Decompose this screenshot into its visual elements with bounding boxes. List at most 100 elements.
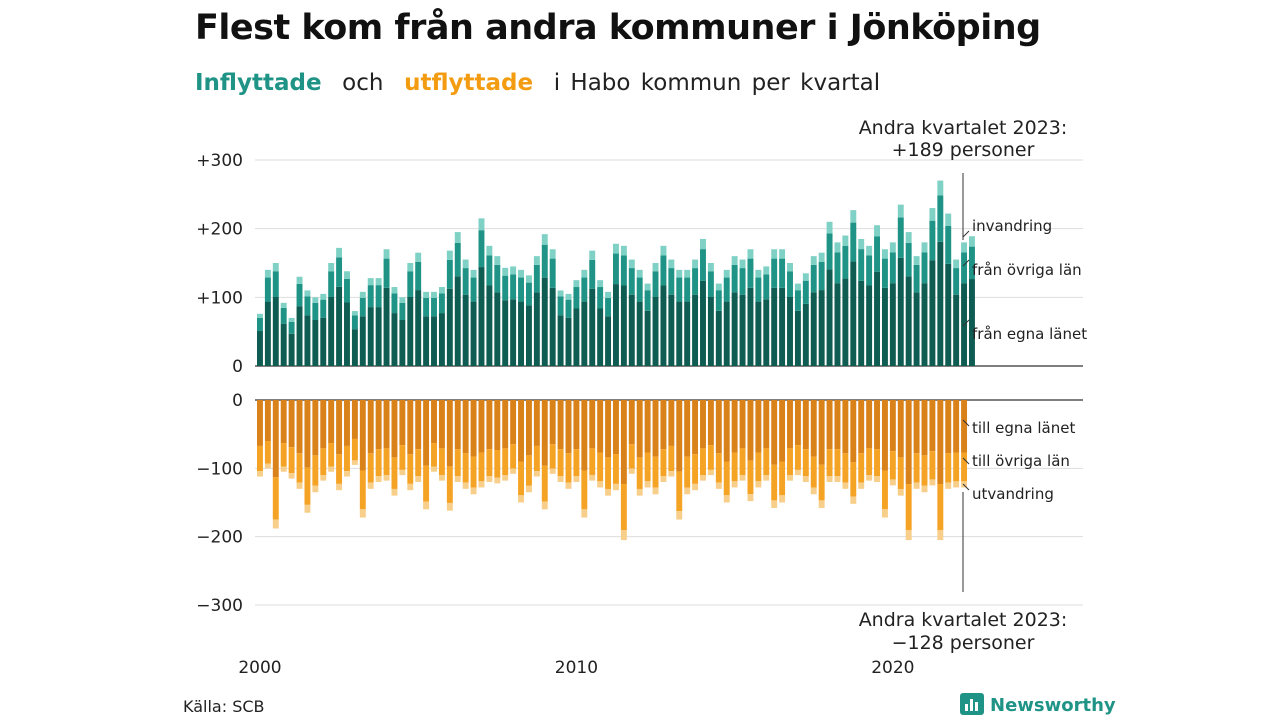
bar-in-immigration [842,235,849,246]
bar-in-own [905,276,912,366]
bar-in-own [438,313,445,366]
bar-in-immigration [589,250,596,260]
bar-in-own [842,278,849,366]
bar-out-emigration [454,476,461,482]
bar-out-emigration [438,474,445,481]
bar-in-other [866,255,873,286]
bar-in-own [399,319,406,366]
x-tick-label: 2010 [555,658,598,678]
bar-out-other [304,467,311,505]
bar-in-own [280,323,287,366]
bar-in-own [921,283,928,366]
bar-in-own [700,280,706,366]
bar-out-own [628,400,635,445]
bar-out-emigration [636,488,643,496]
bar-in-immigration [810,256,817,265]
bar-in-other [826,233,833,270]
bar-out-other [652,456,659,488]
bar-in-immigration [581,269,588,278]
bar-in-immigration [272,263,279,272]
bar-out-other [336,454,343,484]
bar-in-own [810,292,817,366]
bar-out-other [344,445,350,472]
bar-in-own [913,292,920,366]
bar-out-emigration [723,495,730,503]
bar-in-immigration [438,287,445,294]
bar-in-immigration [826,221,833,234]
bar-out-own [889,400,896,452]
bar-out-emigration [676,511,683,520]
bar-in-other [320,299,327,318]
bar-in-own [723,301,730,366]
y-tick-label: −100 [196,459,243,479]
bar-out-own [929,400,936,452]
bar-in-own [581,301,588,366]
bar-out-emigration [407,483,414,491]
bar-out-own [312,400,319,456]
y-tick-label: +200 [196,220,243,240]
bar-out-emigration [518,495,524,503]
bar-out-other [897,457,904,489]
bar-in-immigration [573,280,580,288]
bar-in-own [359,316,366,366]
bar-in-immigration [328,263,335,272]
bar-in-own [676,301,683,366]
bar-out-other [431,443,437,467]
bar-in-immigration [415,252,422,262]
bar-out-other [921,455,928,486]
bar-out-own [715,400,722,454]
bar-out-other [826,449,833,477]
bar-out-own [486,400,493,450]
bar-out-own [874,400,880,450]
bar-in-immigration [359,291,366,298]
bar-in-other [415,261,422,291]
bar-out-own [652,400,659,457]
bar-in-other [312,302,319,320]
bar-in-own [336,286,343,366]
bar-in-immigration [874,225,880,237]
bar-out-own [525,400,532,456]
bar-out-other [929,451,936,480]
bar-in-immigration [802,273,809,281]
bar-chart-logo-icon [960,693,984,715]
bar-in-immigration [502,267,509,276]
bar-in-own [470,301,477,366]
bar-in-other [351,315,358,330]
bar-out-own [692,400,699,455]
bar-in-other [462,268,469,295]
bar-out-emigration [470,487,477,495]
bar-in-other [391,293,398,314]
bar-out-own [739,400,746,449]
bar-in-other [771,258,778,288]
bar-out-own [866,400,873,449]
bar-in-other [802,280,809,304]
bar-out-own [953,400,960,453]
bar-out-other [541,465,548,502]
bar-in-other [557,296,564,316]
bar-in-other [280,307,287,324]
subtitle-utflyttade: utflyttade [404,70,534,96]
bar-out-emigration [573,476,580,482]
bar-in-own [454,276,461,366]
bar-out-own [850,400,857,463]
bar-in-immigration [723,269,730,278]
bar-out-emigration [913,482,920,489]
bar-out-emigration [866,474,873,481]
bar-in-immigration [470,269,477,278]
bar-out-own [834,400,841,450]
bar-out-own [842,400,849,454]
chart-subtitle: Inflyttade och utflyttade i Habo kommun … [195,70,880,96]
bar-in-immigration [510,266,517,275]
bar-out-emigration [391,488,398,496]
bar-out-own [660,400,667,450]
bar-in-other [937,195,944,242]
bar-out-own [644,400,651,453]
bar-out-other [264,441,271,464]
bar-out-emigration [589,474,596,481]
bar-in-own [787,296,793,366]
bar-in-immigration [755,269,762,278]
bar-in-immigration [850,210,857,223]
bar-in-immigration [747,249,754,259]
bar-in-immigration [565,293,572,300]
